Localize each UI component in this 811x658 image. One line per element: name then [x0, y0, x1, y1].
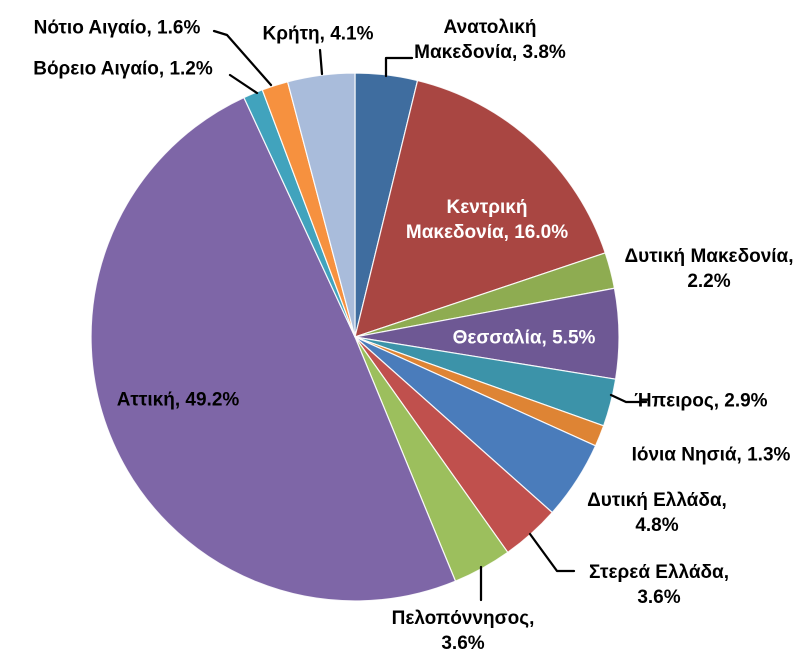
slice-label-line: Ανατολική	[443, 17, 537, 38]
leader-line-ipeiros	[609, 393, 648, 404]
slice-label-line: Κεντρική	[446, 197, 528, 218]
pie-slice-attiki	[90, 96, 457, 602]
slice-label-thessalia: Θεσσαλία, 5.5%	[453, 326, 596, 351]
leader-line-anatoliki-makedonia	[384, 56, 414, 78]
leader-line-voreio-aigaio	[228, 73, 259, 95]
slice-label-line: Πελοπόννησος,	[391, 608, 535, 629]
slice-label-anatoliki-makedonia: Ανατολική Μακεδονία, 3.8%	[414, 15, 566, 65]
slice-label-line: Στερεά Ελλάδα,	[588, 562, 730, 583]
slice-label-line: 4.8%	[635, 515, 679, 536]
slice-label-line: Νότιο Αιγαίο, 1.6%	[33, 17, 201, 39]
slice-label-line: Ήπειρος, 2.9%	[634, 390, 768, 412]
slice-label-peloponnisos: Πελοπόννησος, 3.6%	[392, 606, 535, 656]
slice-label-kriti: Κρήτη, 4.1%	[262, 22, 373, 47]
slice-label-line: Αττική, 49.2%	[116, 389, 240, 411]
slice-label-line: Θεσσαλία, 5.5%	[452, 327, 596, 349]
slice-label-attiki: Αττική, 49.2%	[117, 388, 240, 413]
slice-label-line: Βόρειο Αιγαίο, 1.2%	[33, 58, 213, 80]
slice-label-line: Μακεδονία, 3.8%	[414, 42, 566, 63]
leader-line-notio-aigaio	[212, 29, 273, 87]
slice-label-dytiki-makedonia: Δυτική Μακεδονία, 2.2%	[624, 244, 793, 294]
slice-label-line: Δυτική Μακεδονία,	[624, 246, 794, 267]
pie-slice-kentriki-makedonia	[354, 79, 606, 338]
slice-label-ionia-nisia: Ιόνια Νησιά, 1.3%	[632, 443, 791, 468]
slice-label-line: Δυτική Ελλάδα,	[587, 490, 727, 511]
leader-line-sterea-ellada	[528, 532, 576, 573]
slice-label-line: 2.2%	[687, 271, 731, 292]
slice-label-line: 3.6%	[441, 633, 485, 654]
pie-slice-kriti	[287, 72, 356, 338]
slice-label-line: Μακεδονία, 16.0%	[405, 222, 569, 243]
slice-label-notio-aigaio: Νότιο Αιγαίο, 1.6%	[34, 16, 201, 41]
slice-label-line: 3.6%	[637, 587, 681, 608]
slice-label-sterea-ellada: Στερεά Ελλάδα, 3.6%	[589, 560, 729, 610]
slice-label-ipeiros: Ήπειρος, 2.9%	[634, 389, 767, 414]
slice-label-line: Κρήτη, 4.1%	[262, 23, 374, 45]
slice-label-line: Ιόνια Νησιά, 1.3%	[631, 444, 791, 466]
slice-label-dytiki-ellada: Δυτική Ελλάδα, 4.8%	[587, 488, 727, 538]
slice-label-kentriki-makedonia: Κεντρική Μακεδονία, 16.0%	[406, 195, 568, 245]
leader-line-kriti	[318, 48, 324, 76]
slice-label-voreio-aigaio: Βόρειο Αιγαίο, 1.2%	[33, 57, 213, 82]
